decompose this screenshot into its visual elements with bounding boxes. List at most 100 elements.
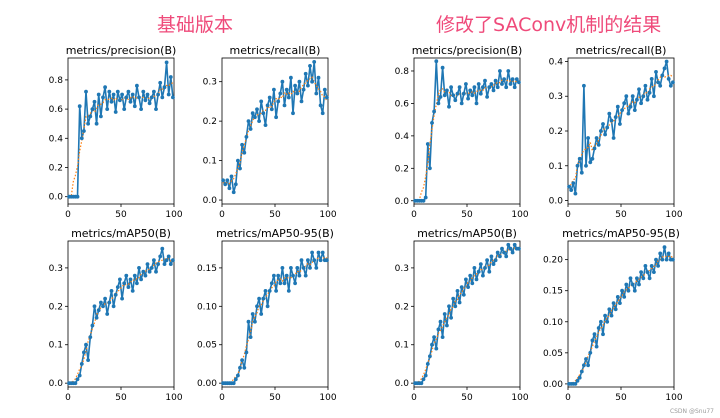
data-point <box>295 91 300 96</box>
data-point <box>635 97 639 102</box>
data-point <box>280 79 285 84</box>
data-point <box>120 92 124 97</box>
chart-title: metrics/mAP50-95(B) <box>562 227 680 240</box>
data-point <box>464 82 468 86</box>
data-point <box>611 136 616 140</box>
data-point <box>128 99 133 104</box>
data-point <box>257 296 261 301</box>
data-point <box>464 277 468 282</box>
data-point <box>297 79 302 84</box>
data-point <box>459 285 464 289</box>
y-tick-label: 0.15 <box>543 287 563 297</box>
chart-saconv-map50: metrics/mAP50(B) 0.0 0.1 0.2 0.3 0 50 100 <box>395 227 529 403</box>
data-point <box>656 80 660 85</box>
y-tick-label: 0.20 <box>543 256 563 266</box>
data-point <box>301 266 306 270</box>
data-point <box>468 273 473 278</box>
data-point <box>291 273 295 278</box>
data-point <box>664 257 669 262</box>
data-point <box>103 85 107 90</box>
data-point <box>289 266 293 270</box>
plot-frame <box>67 240 175 388</box>
data-point <box>299 99 304 104</box>
data-point <box>588 160 593 165</box>
data-point <box>445 88 449 93</box>
y-tick-label: 0.2 <box>203 117 217 127</box>
data-point <box>124 95 129 100</box>
data-point <box>143 273 148 278</box>
chart-title: metrics/precision(B) <box>66 44 177 57</box>
data-point <box>599 319 603 324</box>
data-point <box>229 174 234 179</box>
data-point <box>620 288 624 293</box>
plot-frame <box>221 240 329 388</box>
data-point <box>421 377 426 382</box>
data-point <box>94 121 99 126</box>
data-point <box>654 70 658 74</box>
data-point <box>221 178 225 183</box>
data-point <box>286 95 291 100</box>
data-point <box>299 258 304 263</box>
y-tick-label: 0.8 <box>395 67 410 77</box>
data-point <box>231 190 236 195</box>
data-point <box>147 101 152 106</box>
data-point <box>293 83 297 88</box>
data-point <box>628 104 633 109</box>
data-point <box>573 382 578 386</box>
data-point <box>500 82 504 86</box>
x-tick-label: 0 <box>411 210 417 220</box>
data-point <box>318 258 323 263</box>
data-point <box>122 107 127 111</box>
y-tick-label: 0.4 <box>49 134 64 144</box>
data-point <box>168 75 173 79</box>
data-point <box>647 276 652 281</box>
data-point <box>645 270 650 274</box>
data-point <box>88 335 93 339</box>
data-point <box>156 262 161 266</box>
data-point <box>250 312 255 316</box>
data-point <box>637 282 641 287</box>
data-point <box>276 273 281 278</box>
x-tick-label: 0 <box>219 210 225 220</box>
data-point <box>242 150 247 155</box>
data-point <box>92 304 97 309</box>
data-point <box>101 304 105 309</box>
data-point <box>432 109 436 114</box>
data-point <box>622 295 627 299</box>
data-point <box>139 277 143 282</box>
data-point <box>512 242 517 247</box>
y-tick-label: 0.2 <box>549 127 563 137</box>
data-point <box>225 178 230 183</box>
data-point <box>643 83 648 88</box>
data-point <box>639 270 643 274</box>
heading-baseline: 基础版本 <box>157 14 234 36</box>
data-point <box>668 83 673 88</box>
data-point <box>168 262 173 266</box>
data-point <box>506 69 511 73</box>
chart-title: metrics/mAP50(B) <box>71 227 171 240</box>
data-point <box>248 127 253 131</box>
data-point <box>658 83 663 88</box>
data-point <box>269 281 274 286</box>
data-point <box>141 269 146 274</box>
data-point <box>504 254 509 259</box>
data-point <box>517 80 521 85</box>
data-point <box>671 80 675 85</box>
data-point <box>601 332 605 337</box>
data-point <box>425 142 430 146</box>
data-point <box>325 95 329 100</box>
data-point <box>109 99 114 104</box>
data-point <box>491 262 496 266</box>
data-point <box>107 89 112 94</box>
data-point <box>584 163 588 168</box>
data-point <box>314 91 319 96</box>
data-point <box>423 195 428 200</box>
data-point <box>223 182 228 187</box>
data-point <box>652 94 656 99</box>
data-point <box>455 289 460 293</box>
data-point <box>164 60 169 65</box>
data-point <box>322 87 327 92</box>
data-point <box>75 194 80 199</box>
data-point <box>615 295 620 299</box>
data-point <box>139 107 143 111</box>
